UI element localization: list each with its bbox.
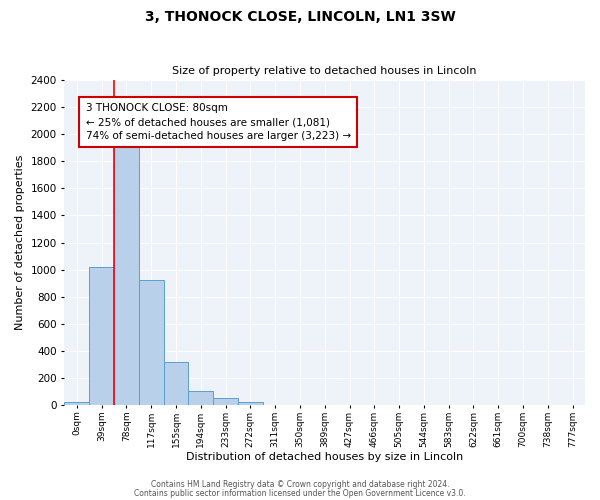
Bar <box>188 392 213 405</box>
Text: Contains public sector information licensed under the Open Government Licence v3: Contains public sector information licen… <box>134 488 466 498</box>
Bar <box>164 362 188 405</box>
Y-axis label: Number of detached properties: Number of detached properties <box>15 155 25 330</box>
X-axis label: Distribution of detached houses by size in Lincoln: Distribution of detached houses by size … <box>186 452 463 462</box>
Bar <box>213 398 238 405</box>
Text: 3, THONOCK CLOSE, LINCOLN, LN1 3SW: 3, THONOCK CLOSE, LINCOLN, LN1 3SW <box>145 10 455 24</box>
Bar <box>114 145 139 405</box>
Bar <box>139 280 164 405</box>
Text: Contains HM Land Registry data © Crown copyright and database right 2024.: Contains HM Land Registry data © Crown c… <box>151 480 449 489</box>
Text: 3 THONOCK CLOSE: 80sqm
← 25% of detached houses are smaller (1,081)
74% of semi-: 3 THONOCK CLOSE: 80sqm ← 25% of detached… <box>86 103 350 141</box>
Bar <box>64 402 89 405</box>
Title: Size of property relative to detached houses in Lincoln: Size of property relative to detached ho… <box>172 66 477 76</box>
Bar <box>238 402 263 405</box>
Bar <box>89 267 114 405</box>
